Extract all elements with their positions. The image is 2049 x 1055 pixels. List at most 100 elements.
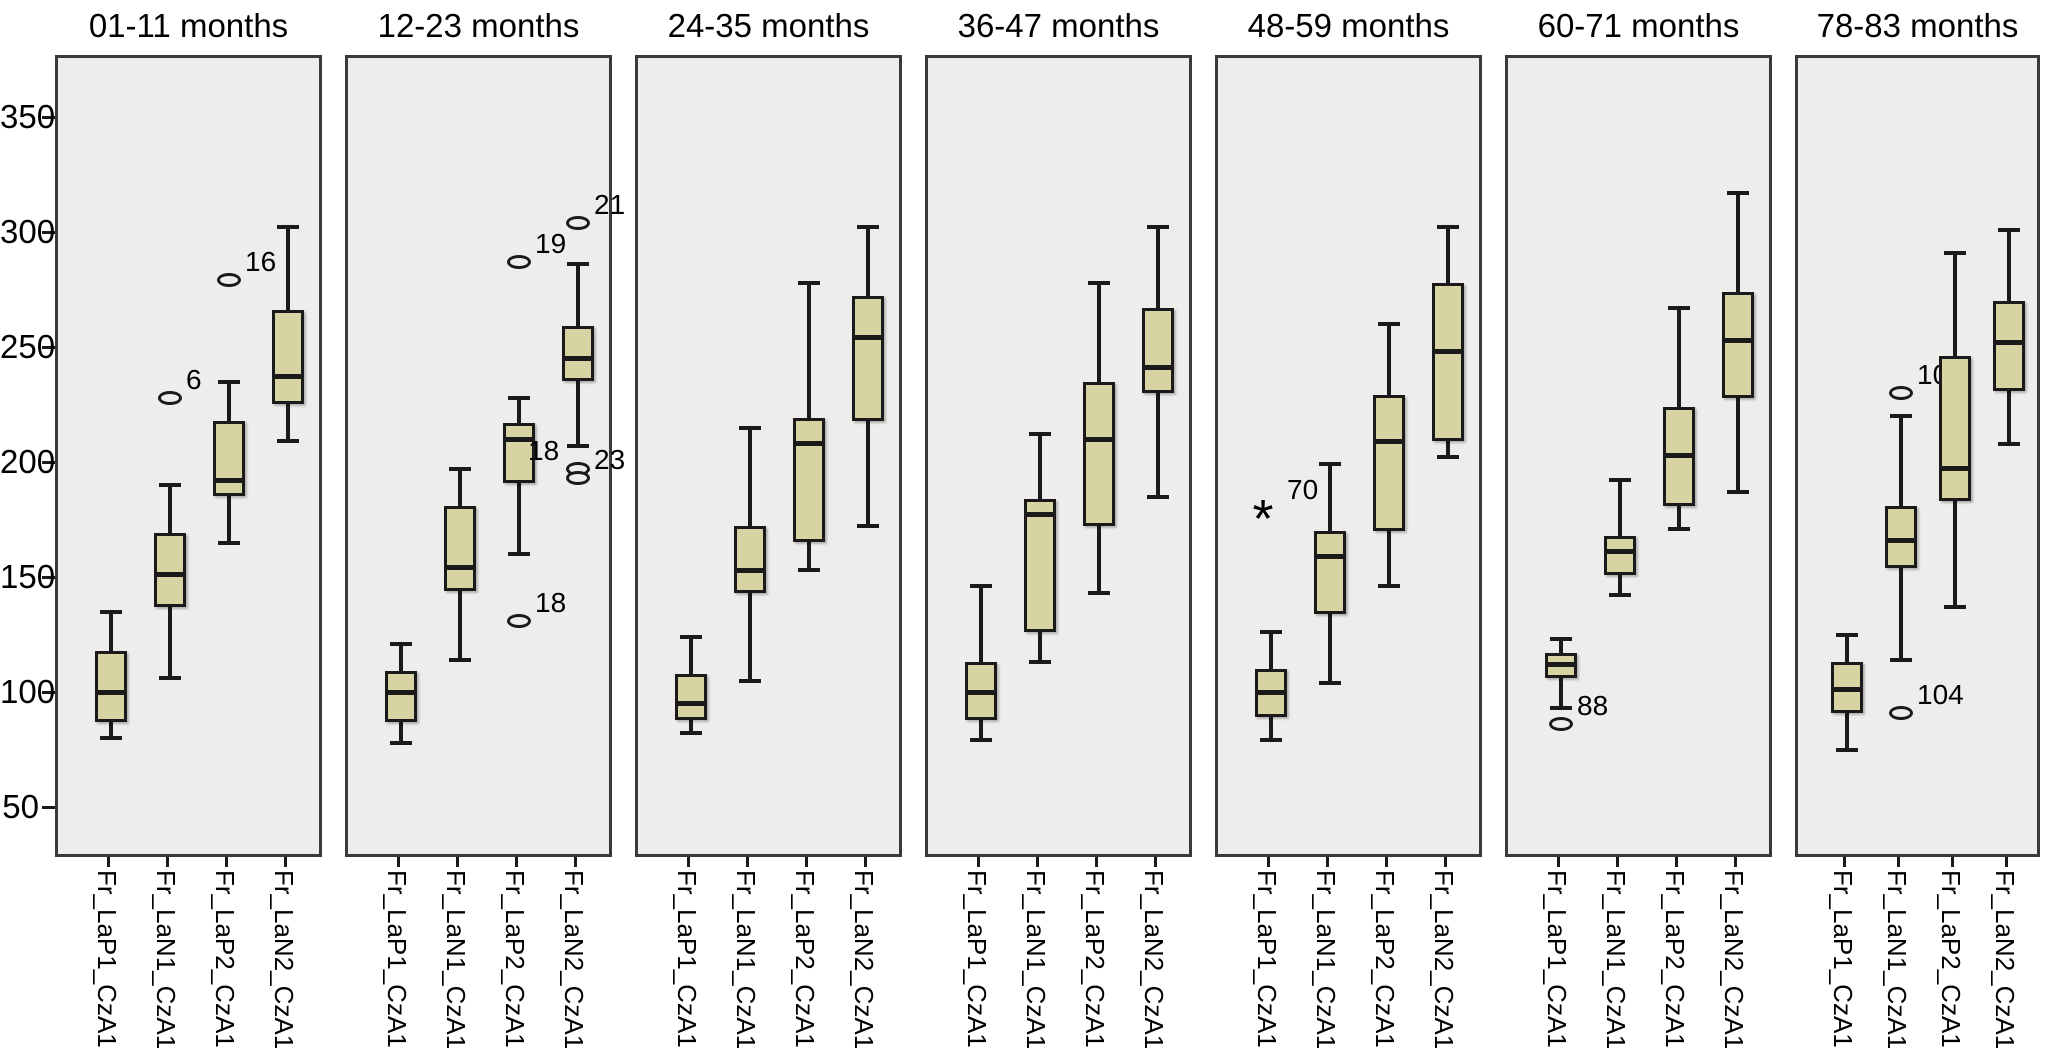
y-tick-mark [42,690,57,694]
outlier-circle [566,471,590,486]
x-category-label: Fr_LaN2_CzA1 [849,870,879,1050]
whisker-cap-bottom [567,443,589,448]
box-iqr [95,650,127,722]
whisker-cap-top [1668,305,1690,310]
whisker-cap-top [680,634,702,639]
box-iqr [1939,356,1971,502]
whisker-cap-top [449,466,471,471]
x-tick-mark [574,857,577,867]
panel-title: 36-47 months [957,7,1160,44]
whisker-cap-bottom [1727,489,1749,494]
x-tick-mark [864,857,867,867]
x-tick-mark [1734,857,1737,867]
outlier-circle [507,254,531,269]
outlier-label: 16 [245,246,277,278]
whisker-cap-top [1260,630,1282,635]
median-line [1604,549,1636,555]
panel-title: 48-59 months [1247,7,1450,44]
x-tick-mark [107,857,110,867]
median-line [1432,349,1464,355]
x-category-label: Fr_LaP2_CzA1 [500,870,530,1048]
whisker-cap-top [1029,432,1051,437]
outlier-circle [1889,386,1913,400]
x-tick-mark [687,857,690,867]
panel-title: 01-11 months [88,7,289,44]
box-iqr [1083,381,1115,527]
outlier-label: 104 [1917,678,1964,710]
x-category-label: Fr_LaN2_CzA1 [1719,870,1749,1050]
median-line [1142,365,1174,371]
x-category-label: Fr_LaN2_CzA1 [1990,870,2020,1050]
x-tick-mark [284,857,287,867]
whisker-cap-top [100,609,122,614]
box-iqr [852,296,884,421]
x-tick-mark [1616,857,1619,867]
whisker-cap-bottom [1378,584,1400,589]
x-tick-mark [1154,857,1157,867]
whisker-cap-bottom [1668,526,1690,531]
x-category-label: Fr_LaN1_CzA1 [441,870,471,1050]
x-tick-mark [1444,857,1447,867]
x-category-label: Fr_LaN2_CzA1 [559,870,589,1050]
whisker-cap-top [1609,478,1631,483]
panel-36-47-months [925,55,1192,857]
median-line [503,436,535,442]
whisker-cap-bottom [680,731,702,736]
x-category-label: Fr_LaN1_CzA1 [1601,870,1631,1050]
x-category-label: Fr_LaP2_CzA1 [210,870,240,1048]
x-category-label: Fr_LaN2_CzA1 [1429,870,1459,1050]
x-tick-mark [746,857,749,867]
x-tick-mark [1036,857,1039,867]
whisker-cap-bottom [1609,593,1631,598]
x-category-label: Fr_LaP1_CzA1 [92,870,122,1048]
box-iqr [503,422,535,483]
outlier-label: 6 [186,363,202,395]
box-iqr [1314,531,1346,614]
whisker-cap-top [798,280,820,285]
outlier-label: 23 [594,444,626,476]
panel-48-59-months: * 70 [1215,55,1482,857]
x-tick-mark [1267,857,1270,867]
whisker-cap-top [857,225,879,230]
median-line [734,567,766,573]
median-line [852,335,884,341]
panel-60-71-months: 88 [1505,55,1772,857]
whisker-cap-bottom [970,738,992,743]
whisker-cap-bottom [1944,604,1966,609]
x-tick-mark [1675,857,1678,867]
y-tick-mark [42,345,57,349]
box-iqr [1885,505,1917,568]
whisker-cap-top [508,395,530,400]
whisker-cap-bottom [857,524,879,529]
whisker-cap-bottom [277,439,299,444]
outlier-label: 18 [535,586,567,618]
median-line [675,701,707,706]
panel-title: 60-71 months [1537,7,1740,44]
outlier-star: * [1252,489,1274,549]
x-tick-mark [456,857,459,867]
box-iqr [385,671,417,722]
x-category-label: Fr_LaP1_CzA1 [1828,870,1858,1048]
box-iqr [1722,291,1754,398]
whisker-cap-top [1319,462,1341,467]
x-category-label: Fr_LaN2_CzA1 [269,870,299,1050]
y-tick-mark [42,575,57,579]
median-line [1373,438,1405,444]
box-iqr [1993,301,2025,391]
box-iqr [213,420,245,497]
panel-01-11-months: 6 16 [55,55,322,857]
box-iqr [1373,395,1405,531]
whisker-cap-top [1727,190,1749,195]
panel-24-35-months [635,55,902,857]
whisker-cap-top [1550,637,1572,642]
whisker-cap-bottom [1029,660,1051,665]
whisker-cap-top [1437,225,1459,230]
y-tick-mark [42,805,57,809]
median-line [95,689,127,695]
whisker-cap-bottom [1998,441,2020,446]
median-line [1545,661,1577,667]
outlier-label: 21 [594,188,626,220]
x-tick-mark [1095,857,1098,867]
x-category-label: Fr_LaP1_CzA1 [962,870,992,1048]
